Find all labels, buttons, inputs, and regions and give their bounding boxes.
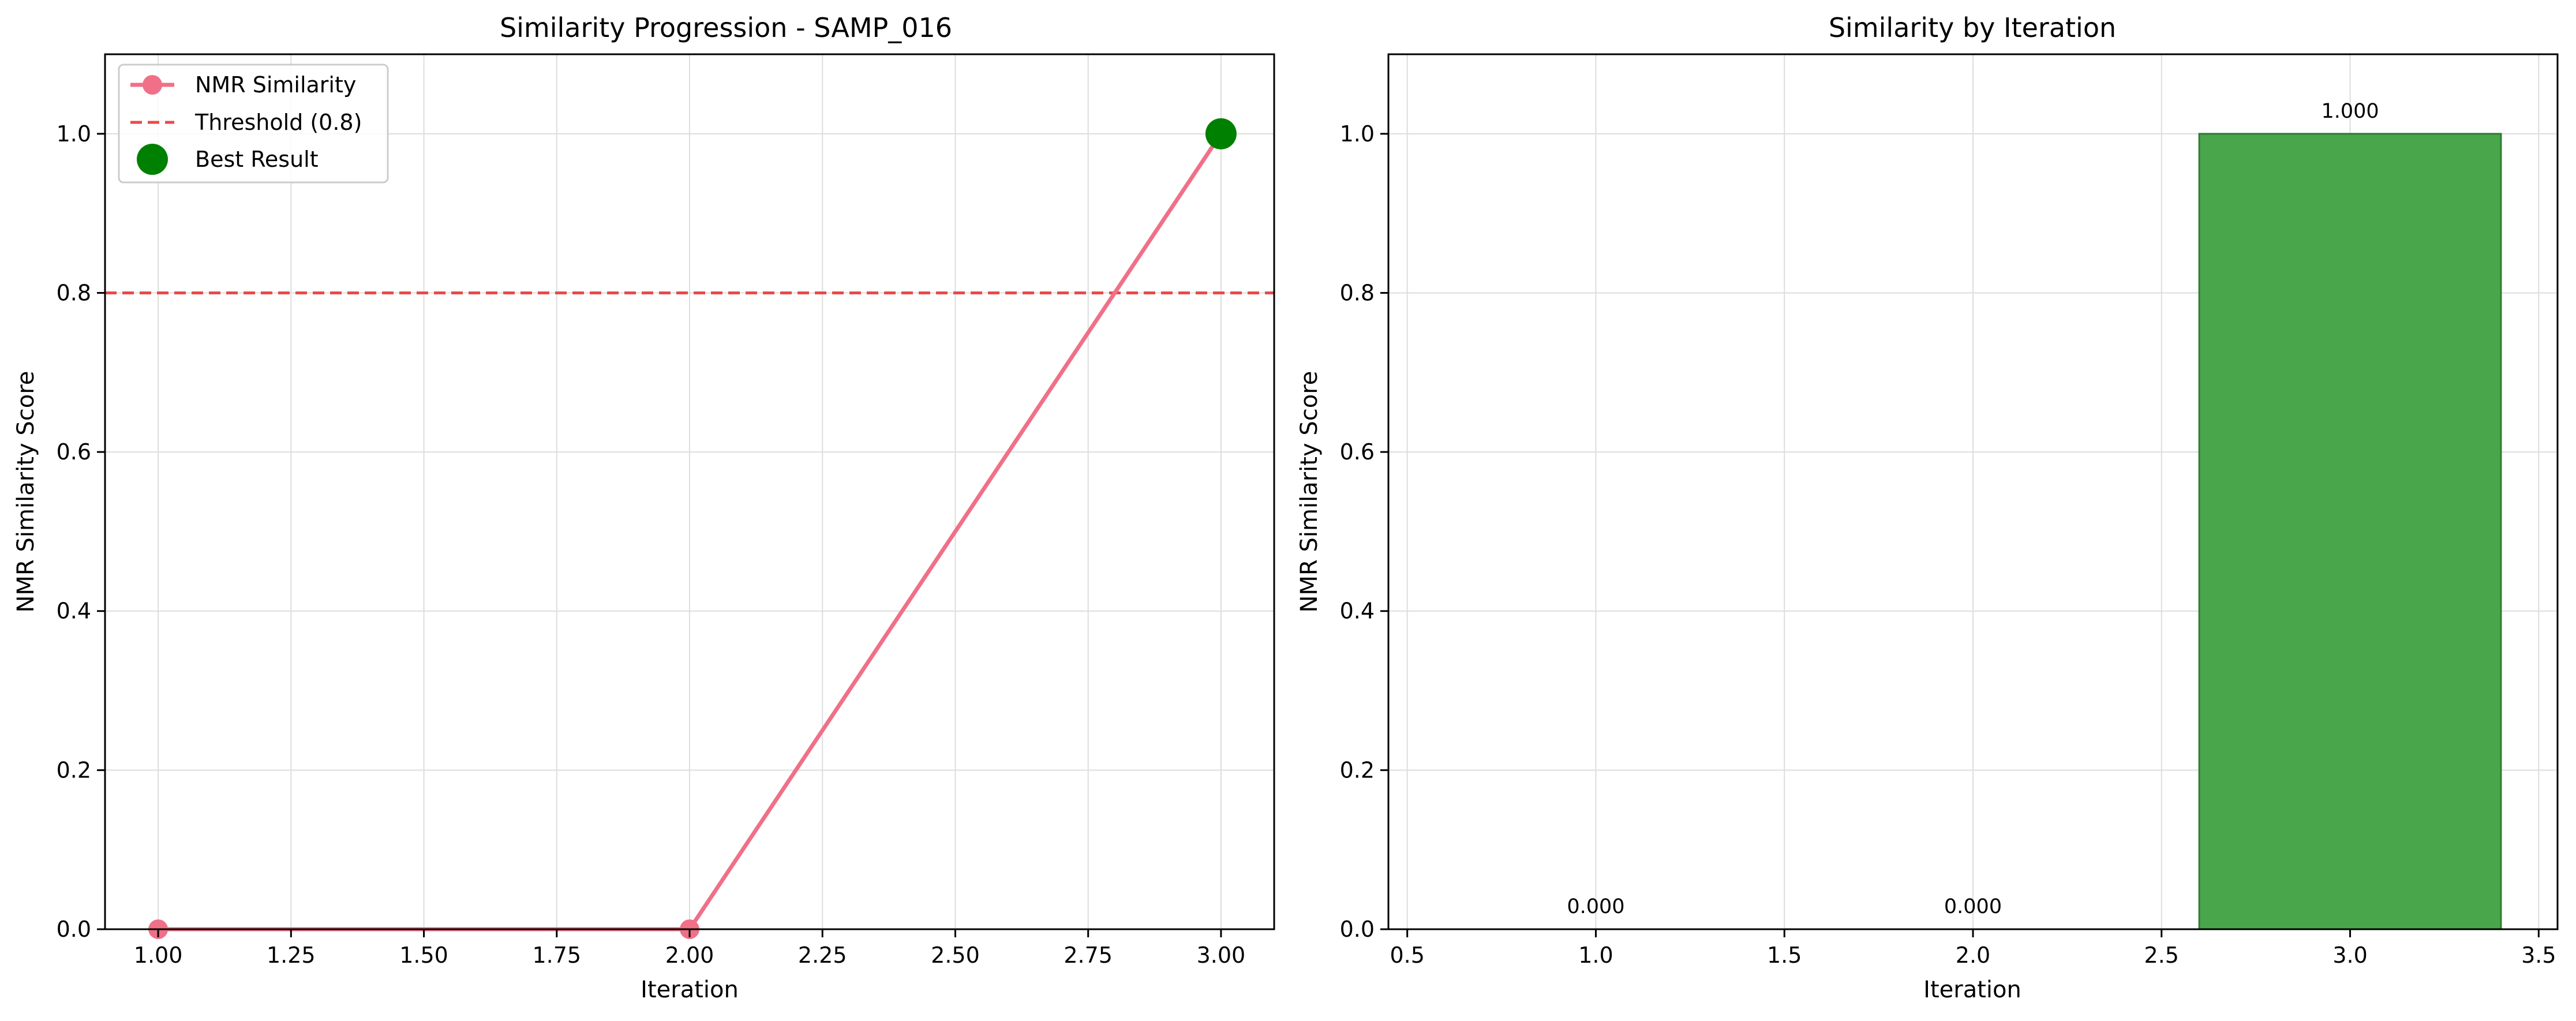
y-tick-label: 0.0 — [1340, 917, 1375, 942]
x-tick-label: 2.25 — [798, 943, 847, 968]
y-tick-label: 0.2 — [1340, 757, 1375, 783]
y-tick-label: 1.0 — [57, 121, 91, 147]
y-ticks: 0.0 0.2 0.4 0.6 0.8 1.0 — [57, 121, 105, 942]
x-ticks: 0.5 1.0 1.5 2.0 2.5 3.0 3.5 — [1390, 929, 2556, 968]
x-tick-label: 3.5 — [2521, 943, 2556, 968]
data-label: 0.000 — [1944, 895, 2002, 918]
x-tick-label: 2.00 — [665, 943, 714, 968]
x-ticks: 1.00 1.25 1.50 1.75 2.00 2.25 2.50 2.75 3.00 — [134, 929, 1245, 968]
legend-label: NMR Similarity — [195, 72, 356, 98]
x-tick-label: 2.5 — [2144, 943, 2179, 968]
x-tick-label: 3.0 — [2332, 943, 2367, 968]
bar — [2198, 133, 2502, 930]
legend-entry-nmr-similarity: NMR Similarity — [130, 72, 356, 98]
x-axis-label: Iteration — [641, 977, 739, 1003]
legend-frame — [118, 63, 389, 184]
plot-frame — [104, 53, 1275, 930]
y-tick-label: 0.8 — [1340, 280, 1375, 305]
y-tick-label: 0.2 — [57, 757, 91, 783]
x-tick-label: 1.50 — [399, 943, 448, 968]
x-tick-label: 0.5 — [1390, 943, 1424, 968]
x-tick-label: 1.75 — [532, 943, 581, 968]
x-tick-label: 1.00 — [134, 943, 183, 968]
data-label: 0.000 — [1567, 895, 1624, 918]
data-label: 1.000 — [2321, 100, 2379, 123]
y-tick-label: 0.4 — [57, 599, 91, 624]
legend-marker-swatch — [143, 75, 162, 95]
x-tick-label: 2.75 — [1064, 943, 1113, 968]
legend-marker-swatch — [137, 144, 168, 175]
y-tick-label: 0.6 — [1340, 439, 1375, 465]
x-tick-label: 1.25 — [267, 943, 316, 968]
chart-title: Similarity Progression - SAMP_016 — [500, 12, 952, 43]
x-tick-label: 3.00 — [1197, 943, 1246, 968]
similarity-progression-chart: Similarity Progression - SAMP_016 1.00 1.… — [13, 12, 1275, 1003]
x-tick-label: 1.0 — [1578, 943, 1613, 968]
plot-frame — [1387, 53, 2559, 930]
chart-title: Similarity by Iteration — [1829, 12, 2116, 43]
y-ticks: 0.0 0.2 0.4 0.6 0.8 1.0 — [1340, 121, 1388, 942]
y-tick-label: 0.4 — [1340, 599, 1375, 624]
y-axis-label: NMR Similarity Score — [1296, 371, 1323, 613]
x-tick-label: 2.0 — [1956, 943, 1990, 968]
y-tick-label: 1.0 — [1340, 121, 1375, 147]
y-tick-label: 0.6 — [57, 439, 91, 465]
legend-label: Best Result — [195, 147, 319, 172]
best-result-marker — [1205, 118, 1237, 149]
x-axis-label: Iteration — [1923, 977, 2021, 1003]
legend-label: Threshold (0.8) — [194, 110, 362, 135]
x-tick-label: 2.50 — [931, 943, 980, 968]
grid — [105, 54, 1274, 930]
similarity-by-iteration-chart: Similarity by Iteration 0.000 0.0001.000 … — [1296, 12, 2559, 1003]
y-axis-label: NMR Similarity Score — [13, 371, 39, 613]
legend: NMR Similarity Threshold (0.8) Best Resu… — [118, 63, 389, 184]
legend-entry-threshold: Threshold (0.8) — [130, 110, 362, 135]
x-tick-label: 1.5 — [1767, 943, 1802, 968]
legend-entry-best-result: Best Result — [137, 144, 319, 175]
y-tick-label: 0.8 — [57, 280, 91, 305]
y-tick-label: 0.0 — [57, 917, 91, 942]
